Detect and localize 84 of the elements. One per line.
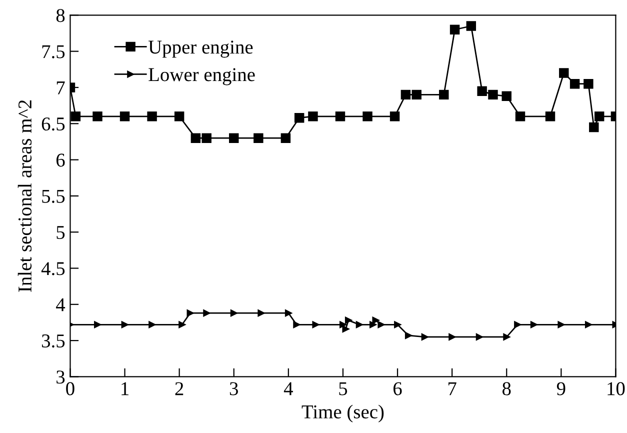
point: [230, 310, 238, 317]
x-tick-label: 2: [175, 382, 184, 396]
point: [94, 321, 101, 328]
x-tick-label: 6: [393, 382, 402, 396]
point: [477, 86, 487, 96]
point: [202, 133, 212, 143]
point: [335, 112, 346, 122]
point: [120, 112, 130, 122]
point: [92, 112, 102, 122]
x-tick-label: 0: [66, 382, 74, 396]
point: [466, 21, 476, 31]
y-tick-label: 8: [56, 8, 65, 22]
point: [293, 321, 300, 328]
point: [545, 112, 556, 122]
y-tick-label: 7: [56, 81, 65, 94]
point: [362, 112, 372, 122]
x-axis-title: Time (sec): [302, 404, 384, 422]
point: [178, 321, 186, 328]
x-tick-label: 5: [339, 382, 348, 396]
point: [294, 112, 304, 123]
point: [280, 133, 291, 143]
point: [488, 90, 498, 100]
point: [448, 333, 456, 340]
y-axis-title: Inlet sectional areas m^2: [18, 100, 32, 292]
y-tick-label: 4: [56, 298, 66, 312]
point: [514, 321, 521, 328]
x-tick-label: 1: [122, 382, 128, 396]
point: [558, 321, 565, 328]
point: [594, 112, 604, 122]
point: [174, 112, 184, 122]
point: [404, 332, 412, 339]
x-tick-label: 4: [284, 382, 293, 396]
y-tick-label: 3: [56, 370, 65, 384]
point: [559, 68, 569, 78]
point: [229, 133, 239, 143]
point: [370, 321, 376, 328]
point: [584, 78, 594, 89]
point: [356, 321, 363, 328]
y-tick-label: 4.5: [41, 262, 65, 276]
point: [503, 333, 510, 340]
x-tick-label: 9: [556, 382, 566, 396]
point: [258, 310, 265, 317]
point: [372, 316, 380, 324]
point: [378, 321, 385, 328]
point: [589, 122, 599, 132]
x-tick-label: 10: [608, 382, 625, 396]
point: [530, 321, 538, 328]
point: [147, 112, 157, 122]
point: [390, 112, 400, 122]
legend-label: Upper engine: [148, 40, 253, 58]
y-tick-label: 6: [56, 154, 65, 167]
point: [70, 112, 81, 122]
point: [312, 321, 320, 328]
point: [476, 333, 483, 340]
legend-label: Lower engine: [148, 68, 255, 86]
point: [308, 112, 318, 122]
point: [254, 133, 264, 143]
y-tick-label: 5: [56, 226, 65, 240]
point: [190, 133, 201, 143]
point: [344, 316, 352, 324]
point: [339, 321, 346, 328]
point: [412, 90, 422, 100]
point: [450, 24, 460, 34]
x-tick-label: 8: [502, 382, 511, 396]
y-tick-label: 3.5: [42, 334, 65, 348]
point: [400, 90, 411, 100]
point: [203, 310, 210, 317]
x-tick-label: 7: [448, 382, 456, 396]
point: [502, 91, 512, 102]
y-tick-label: 7.5: [42, 45, 65, 58]
point: [584, 321, 592, 328]
y-tick-label: 5.5: [42, 190, 65, 203]
point: [439, 90, 449, 100]
point: [421, 333, 428, 340]
point: [148, 321, 156, 328]
point: [515, 112, 526, 122]
point: [394, 321, 401, 328]
x-tick-label: 3: [230, 382, 238, 396]
y-tick-label: 6.5: [42, 117, 65, 131]
point: [284, 310, 292, 317]
point: [121, 321, 128, 328]
point: [186, 310, 194, 317]
point: [570, 78, 580, 89]
point: [342, 326, 350, 332]
